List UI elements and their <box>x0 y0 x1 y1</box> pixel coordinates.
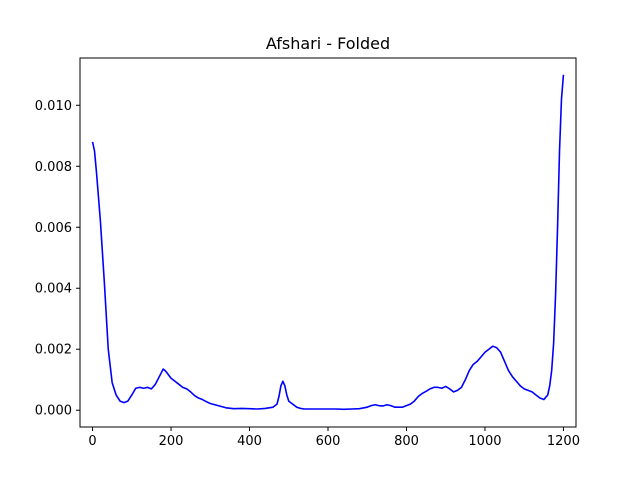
x-tick-label: 400 <box>237 434 262 449</box>
y-tick-label: 0.010 <box>35 99 72 114</box>
y-tick-label: 0.008 <box>35 160 72 175</box>
y-tick-label: 0.004 <box>35 282 72 297</box>
x-tick-label: 200 <box>159 434 184 449</box>
series-line-0 <box>91 74 565 411</box>
y-tick-label: 0.006 <box>35 221 72 236</box>
x-tick-label: 0 <box>88 434 96 449</box>
chart-title: Afshari - Folded <box>266 34 390 53</box>
y-axis: 0.000 0.002 0.004 0.006 0.008 0.010 <box>35 99 80 419</box>
x-tick-label: 800 <box>394 434 419 449</box>
x-tick-label: 600 <box>316 434 341 449</box>
plot-area <box>91 74 565 411</box>
plot-frame <box>79 57 577 428</box>
y-tick-label: 0.002 <box>35 343 72 358</box>
x-tick-label: 1200 <box>547 434 580 449</box>
x-tick-label: 1000 <box>468 434 501 449</box>
y-tick-label: 0.000 <box>35 404 72 419</box>
x-axis: 0 200 400 600 800 1000 1200 <box>88 427 580 449</box>
